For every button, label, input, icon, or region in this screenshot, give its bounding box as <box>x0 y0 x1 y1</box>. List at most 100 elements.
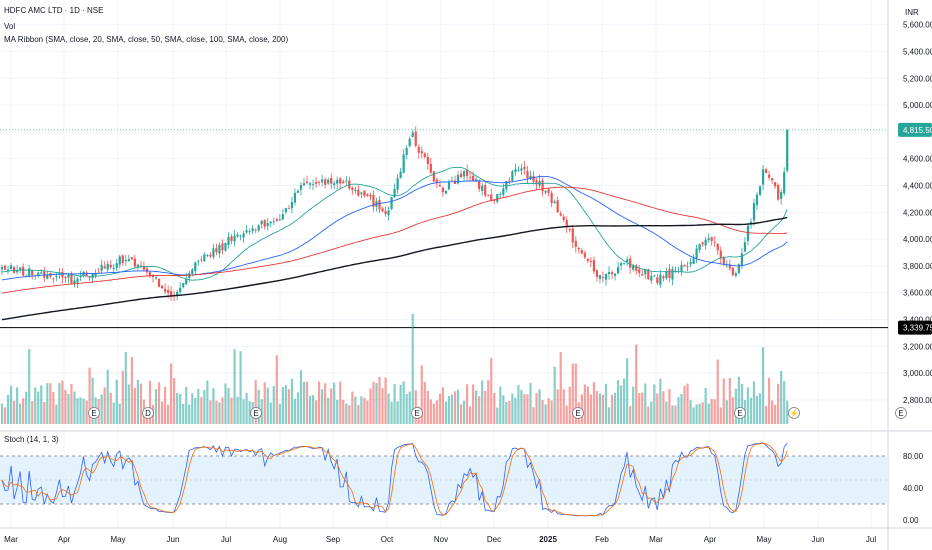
volume-bar <box>197 388 200 424</box>
candle-body <box>746 225 750 241</box>
volume-bar <box>85 400 88 424</box>
volume-bar <box>399 384 402 424</box>
volume-bar <box>224 383 227 424</box>
volume-bar <box>354 396 357 424</box>
volume-bar <box>656 393 659 424</box>
volume-bar <box>496 407 499 424</box>
stochastic-pane[interactable] <box>0 442 888 517</box>
candle-body <box>577 247 580 250</box>
candle-body <box>626 259 629 263</box>
candle-body <box>598 275 602 279</box>
candle-body <box>333 183 336 186</box>
volume-bar <box>459 404 463 424</box>
candle-body <box>472 175 475 181</box>
candle-body <box>701 242 704 245</box>
candle-body <box>780 192 783 199</box>
volume-bar <box>194 397 197 424</box>
candle-body <box>761 169 765 185</box>
candle-body <box>233 235 236 242</box>
volume-bar <box>541 400 544 424</box>
volume-bar <box>381 388 384 424</box>
candle-body <box>465 169 469 177</box>
volume-bar <box>665 401 668 424</box>
candle-body <box>176 291 179 296</box>
volume-bar <box>100 394 103 424</box>
volume-bar <box>752 381 756 424</box>
price-pane[interactable] <box>0 126 888 329</box>
currency-label: INR <box>905 8 919 17</box>
candle-body <box>182 283 185 288</box>
volume-bar <box>520 390 523 424</box>
candle-body <box>650 276 653 281</box>
ma-ribbon-label: MA Ribbon (SMA, close, 20, SMA, close, 5… <box>4 35 289 44</box>
candle-body <box>70 273 73 284</box>
volume-bar <box>73 391 76 424</box>
volume-bar <box>136 379 139 424</box>
price-axis-tick: 3,000.00 <box>903 369 932 378</box>
candle-body <box>511 171 514 181</box>
event-marker: E <box>572 407 584 419</box>
volume-bar <box>517 384 520 424</box>
volume-bar <box>230 397 233 424</box>
volume-bar <box>610 394 614 424</box>
volume-bar <box>475 390 478 424</box>
candle-body <box>547 189 550 193</box>
candle-body <box>490 194 493 201</box>
candle-body <box>683 264 686 267</box>
volume-bar <box>133 388 136 424</box>
volume-bar <box>263 382 266 424</box>
volume-bar <box>160 401 164 424</box>
volume-bar <box>650 401 653 424</box>
candle-body <box>121 255 124 263</box>
volume-bar <box>366 400 369 424</box>
volume-bar <box>780 370 783 424</box>
event-marker-label: D <box>145 409 151 418</box>
candle-body <box>203 254 206 262</box>
volume-bar <box>701 402 704 424</box>
candle-body <box>420 151 423 154</box>
volume-bar <box>387 393 390 424</box>
candle-body <box>336 179 339 184</box>
volume-bar <box>58 382 61 424</box>
volume-bar <box>686 383 689 424</box>
candle-body <box>671 269 674 280</box>
candle-body <box>586 258 589 261</box>
candle-body <box>263 219 266 227</box>
candle-body <box>641 274 644 276</box>
event-marker-label: E <box>737 409 742 418</box>
price-axis-tick: 4,600.00 <box>903 155 932 164</box>
volume-bar <box>774 404 777 424</box>
volume-bar <box>52 391 55 424</box>
volume-bar <box>148 380 152 424</box>
candle-body <box>191 269 194 274</box>
volume-bar <box>441 387 445 424</box>
candle-body <box>251 228 254 232</box>
volume-bar <box>553 366 556 424</box>
candle-body <box>311 183 315 185</box>
candle-body <box>496 193 499 202</box>
volume-bar <box>490 357 493 424</box>
candle-body <box>529 175 532 180</box>
volume-bar <box>396 401 399 424</box>
candle-body <box>710 237 713 242</box>
candle-body <box>462 171 466 177</box>
candle-body <box>613 273 617 276</box>
candle-body <box>115 263 118 268</box>
candle-body <box>145 268 149 273</box>
candle-body <box>589 260 592 262</box>
candle-body <box>73 280 76 284</box>
volume-bar <box>462 400 466 424</box>
volume-bar <box>595 391 599 424</box>
candle-body <box>743 242 747 252</box>
volume-pane[interactable]: E D E E E E ⚡ E <box>0 314 907 424</box>
candle-body <box>354 189 357 191</box>
event-marker: ⚡ <box>788 407 800 419</box>
time-axis-tick: Apr <box>58 535 71 544</box>
candle-body <box>88 277 91 279</box>
candle-body <box>568 229 571 231</box>
volume-bar <box>707 403 710 424</box>
volume-bar <box>432 403 435 424</box>
candle-body <box>318 181 321 183</box>
volume-bar <box>363 397 366 424</box>
